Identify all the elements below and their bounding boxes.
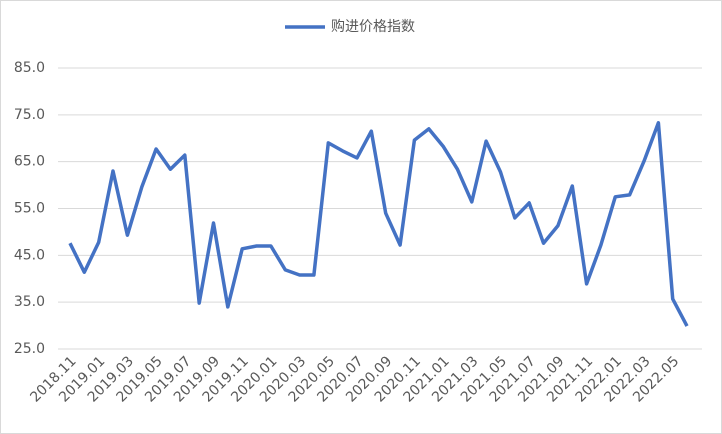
data-line [68,121,689,327]
y-tick-label: 35.0 [14,294,45,310]
y-tick-label: 75.0 [14,107,45,123]
y-tick-label: 45.0 [14,247,45,263]
legend-label: 购进价格指数 [331,19,415,35]
y-tick-label: 65.0 [14,154,45,170]
y-tick-label: 85.0 [14,60,45,76]
y-tick-label: 25.0 [14,341,45,357]
y-tick-label: 55.0 [14,201,45,217]
